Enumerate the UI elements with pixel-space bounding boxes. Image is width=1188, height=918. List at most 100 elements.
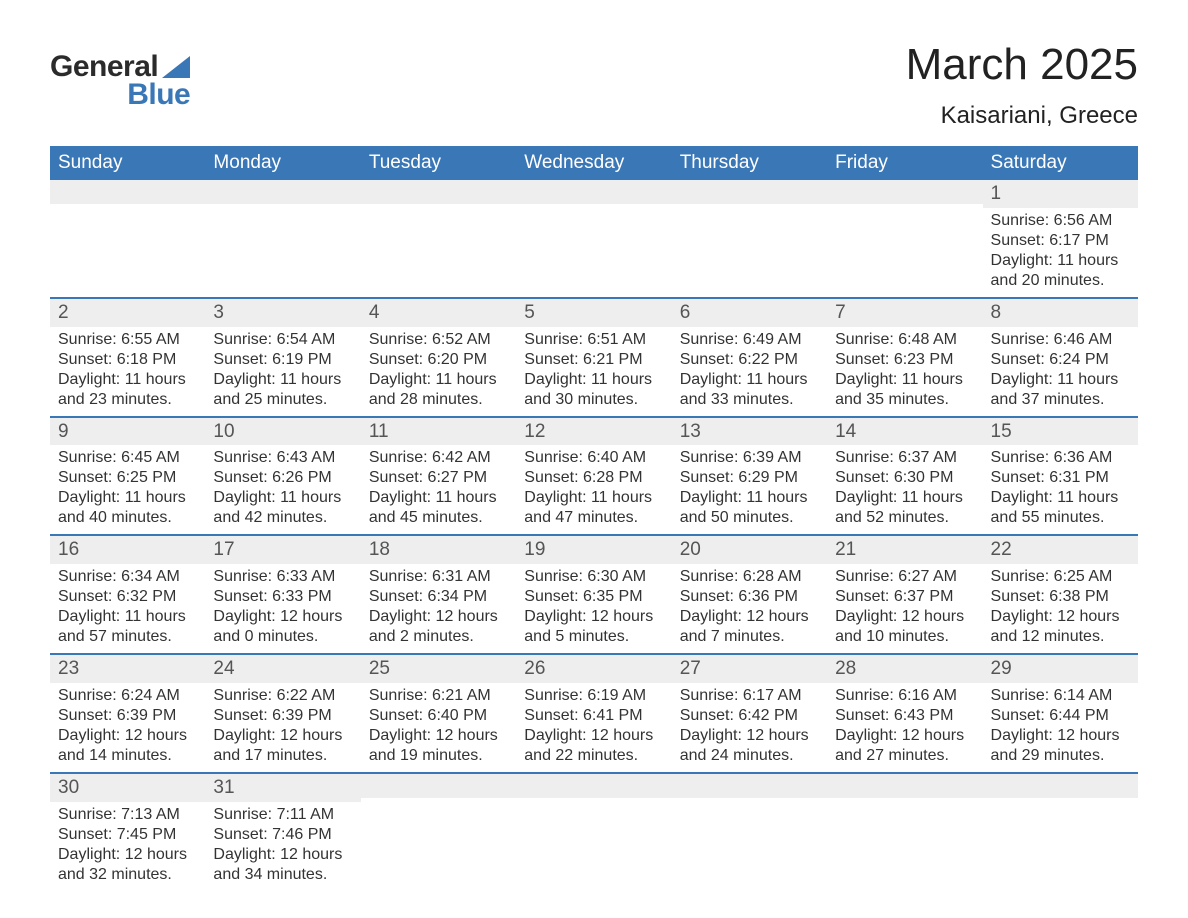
sunrise-text: Sunrise: 7:11 AM <box>213 805 352 825</box>
day-number: 6 <box>672 299 827 327</box>
sunset-text: Sunset: 6:37 PM <box>835 587 974 607</box>
daylight2-text: and 5 minutes. <box>524 627 663 647</box>
sunset-text: Sunset: 6:32 PM <box>58 587 197 607</box>
daylight1-text: Daylight: 11 hours <box>680 488 819 508</box>
sunset-text: Sunset: 6:41 PM <box>524 706 663 726</box>
daylight2-text: and 14 minutes. <box>58 746 197 766</box>
daylight2-text: and 24 minutes. <box>680 746 819 766</box>
sunrise-text: Sunrise: 6:14 AM <box>991 686 1130 706</box>
sunrise-text: Sunrise: 6:43 AM <box>213 448 352 468</box>
day-number: 10 <box>205 418 360 446</box>
day-cell: 22Sunrise: 6:25 AMSunset: 6:38 PMDayligh… <box>983 536 1138 653</box>
day-number: 25 <box>361 655 516 683</box>
daylight1-text: Daylight: 11 hours <box>991 251 1130 271</box>
sunset-text: Sunset: 6:35 PM <box>524 587 663 607</box>
sunset-text: Sunset: 6:29 PM <box>680 468 819 488</box>
sunrise-text: Sunrise: 6:34 AM <box>58 567 197 587</box>
sunset-text: Sunset: 6:44 PM <box>991 706 1130 726</box>
day-cell: 21 Sunrise: 6:27 AMSunset: 6:37 PMDayligh… <box>827 536 982 653</box>
day-cell: 24Sunrise: 6:22 AMSunset: 6:39 PMDayligh… <box>205 655 360 772</box>
daylight2-text: and 28 minutes. <box>369 390 508 410</box>
sunset-text: Sunset: 6:38 PM <box>991 587 1130 607</box>
sunset-text: Sunset: 6:33 PM <box>213 587 352 607</box>
day-cell <box>516 180 671 297</box>
sunrise-text: Sunrise: 6:33 AM <box>213 567 352 587</box>
daylight1-text: Daylight: 12 hours <box>524 607 663 627</box>
day-number: 22 <box>983 536 1138 564</box>
daylight1-text: Daylight: 12 hours <box>680 726 819 746</box>
day-cell <box>983 774 1138 891</box>
weekday-header: Saturday <box>983 146 1138 180</box>
daylight1-text: Daylight: 12 hours <box>680 607 819 627</box>
sunset-text: Sunset: 6:28 PM <box>524 468 663 488</box>
sunrise-text: Sunrise: 6:17 AM <box>680 686 819 706</box>
logo-text-blue: Blue <box>127 78 190 112</box>
daylight1-text: Daylight: 12 hours <box>213 607 352 627</box>
daylight2-text: and 57 minutes. <box>58 627 197 647</box>
sunset-text: Sunset: 7:46 PM <box>213 825 352 845</box>
sunrise-text: Sunrise: 6:54 AM <box>213 330 352 350</box>
title-block: March 2025 Kaisariani, Greece <box>906 40 1138 130</box>
sunrise-text: Sunrise: 6:36 AM <box>991 448 1130 468</box>
day-number: 21 <box>827 536 982 564</box>
day-cell <box>50 180 205 297</box>
daylight1-text: Daylight: 11 hours <box>58 370 197 390</box>
day-cell: 13Sunrise: 6:39 AMSunset: 6:29 PMDayligh… <box>672 418 827 535</box>
sunrise-text: Sunrise: 6:30 AM <box>524 567 663 587</box>
day-cell: 28Sunrise: 6:16 AMSunset: 6:43 PMDayligh… <box>827 655 982 772</box>
day-number: 5 <box>516 299 671 327</box>
day-cell: 27Sunrise: 6:17 AMSunset: 6:42 PMDayligh… <box>672 655 827 772</box>
day-number: 17 <box>205 536 360 564</box>
weekday-header: Sunday <box>50 146 205 180</box>
day-number: 26 <box>516 655 671 683</box>
daylight1-text: Daylight: 12 hours <box>991 607 1130 627</box>
daylight1-text: Daylight: 11 hours <box>991 488 1130 508</box>
daylight1-text: Daylight: 12 hours <box>835 726 974 746</box>
daylight1-text: Daylight: 12 hours <box>369 726 508 746</box>
day-cell <box>827 774 982 891</box>
daylight1-text: Daylight: 12 hours <box>524 726 663 746</box>
daylight2-text: and 22 minutes. <box>524 746 663 766</box>
sunrise-text: Sunrise: 6:27 AM <box>835 567 974 587</box>
day-cell: 3Sunrise: 6:54 AMSunset: 6:19 PMDaylight… <box>205 299 360 416</box>
day-cell: 7Sunrise: 6:48 AMSunset: 6:23 PMDaylight… <box>827 299 982 416</box>
sunrise-text: Sunrise: 6:16 AM <box>835 686 974 706</box>
daylight1-text: Daylight: 11 hours <box>58 607 197 627</box>
day-cell: 2Sunrise: 6:55 AMSunset: 6:18 PMDaylight… <box>50 299 205 416</box>
day-cell: 9Sunrise: 6:45 AMSunset: 6:25 PMDaylight… <box>50 418 205 535</box>
weekday-header: Friday <box>827 146 982 180</box>
day-cell: 31Sunrise: 7:11 AMSunset: 7:46 PMDayligh… <box>205 774 360 891</box>
sunset-text: Sunset: 6:21 PM <box>524 350 663 370</box>
daylight2-text: and 19 minutes. <box>369 746 508 766</box>
location-subtitle: Kaisariani, Greece <box>906 102 1138 130</box>
weeks-container: 1Sunrise: 6:56 AMSunset: 6:17 PMDaylight… <box>50 180 1138 891</box>
sunrise-text: Sunrise: 6:52 AM <box>369 330 508 350</box>
day-cell <box>672 180 827 297</box>
day-cell: 30Sunrise: 7:13 AMSunset: 7:45 PMDayligh… <box>50 774 205 891</box>
sunrise-text: Sunrise: 6:45 AM <box>58 448 197 468</box>
daylight1-text: Daylight: 11 hours <box>835 370 974 390</box>
daylight2-text: and 29 minutes. <box>991 746 1130 766</box>
daylight2-text: and 52 minutes. <box>835 508 974 528</box>
daylight2-text: and 33 minutes. <box>680 390 819 410</box>
sunrise-text: Sunrise: 6:56 AM <box>991 211 1130 231</box>
sunrise-text: Sunrise: 6:39 AM <box>680 448 819 468</box>
sunrise-text: Sunrise: 6:55 AM <box>58 330 197 350</box>
sunrise-text: Sunrise: 6:19 AM <box>524 686 663 706</box>
daylight2-text: and 47 minutes. <box>524 508 663 528</box>
sunset-text: Sunset: 6:22 PM <box>680 350 819 370</box>
day-number: 4 <box>361 299 516 327</box>
day-cell: 6Sunrise: 6:49 AMSunset: 6:22 PMDaylight… <box>672 299 827 416</box>
daylight1-text: Daylight: 11 hours <box>369 488 508 508</box>
day-cell: 14Sunrise: 6:37 AMSunset: 6:30 PMDayligh… <box>827 418 982 535</box>
week-row: 2Sunrise: 6:55 AMSunset: 6:18 PMDaylight… <box>50 297 1138 416</box>
day-cell: 5Sunrise: 6:51 AMSunset: 6:21 PMDaylight… <box>516 299 671 416</box>
sunset-text: Sunset: 6:40 PM <box>369 706 508 726</box>
daylight2-text: and 25 minutes. <box>213 390 352 410</box>
day-cell: 20Sunrise: 6:28 AMSunset: 6:36 PMDayligh… <box>672 536 827 653</box>
daylight2-text: and 45 minutes. <box>369 508 508 528</box>
sunrise-text: Sunrise: 6:48 AM <box>835 330 974 350</box>
day-number <box>516 774 671 798</box>
daylight1-text: Daylight: 12 hours <box>835 607 974 627</box>
day-number: 7 <box>827 299 982 327</box>
